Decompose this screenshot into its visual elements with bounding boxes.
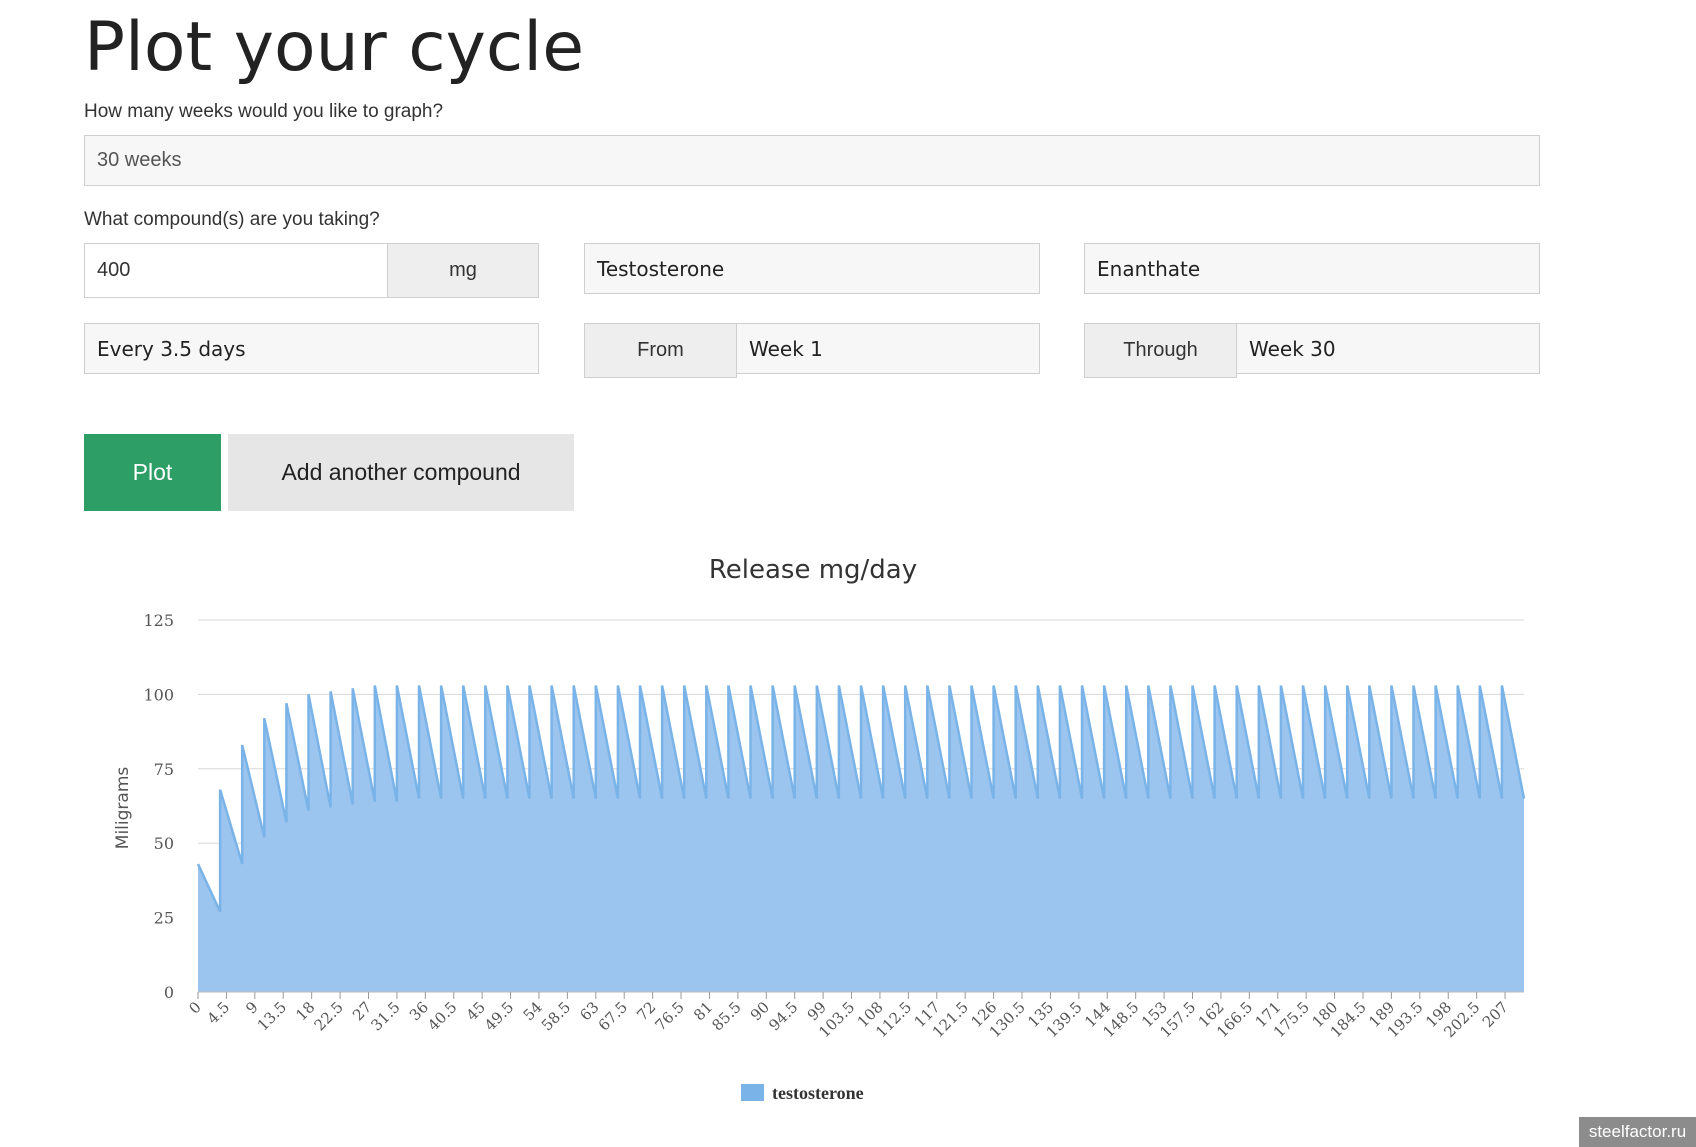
x-tick-label: 76.5 — [652, 998, 688, 1034]
frequency-select[interactable]: Every 3.5 days — [84, 323, 539, 374]
x-tick-label: 207 — [1479, 998, 1512, 1031]
y-tick-label: 125 — [143, 611, 174, 630]
x-tick-label: 0 — [185, 998, 204, 1017]
through-week-select[interactable]: Week 30 — [1236, 323, 1540, 374]
release-chart: Release mg/day Miligrams 0 25 50 75 100 125 0… — [113, 555, 1526, 1103]
y-axis-label: Miligrams — [113, 767, 133, 850]
legend-label[interactable]: testosterone — [772, 1083, 864, 1103]
x-tick-label: 67.5 — [595, 998, 631, 1034]
x-tick-label: 9 — [242, 998, 261, 1017]
compound-question-label: What compound(s) are you taking? — [84, 209, 380, 230]
x-tick-label: 40.5 — [424, 998, 460, 1034]
x-tick-label: 4.5 — [204, 998, 234, 1028]
add-compound-button[interactable]: Add another compound — [228, 434, 574, 511]
legend-swatch[interactable] — [741, 1084, 764, 1101]
ester-select[interactable]: Enanthate — [1084, 243, 1540, 294]
y-tick-label: 25 — [154, 909, 174, 928]
plot-button[interactable]: Plot — [84, 434, 221, 511]
y-tick-label: 50 — [154, 834, 174, 853]
chart-title: Release mg/day — [709, 555, 917, 585]
through-label: Through — [1084, 323, 1237, 378]
weeks-input[interactable]: 30 weeks — [84, 135, 1540, 186]
x-tick-label: 22.5 — [311, 998, 347, 1034]
x-tick-label: 94.5 — [765, 998, 801, 1034]
testosterone-line — [196, 685, 1526, 913]
dose-unit-addon: mg — [387, 243, 539, 298]
y-tick-label: 100 — [143, 685, 174, 704]
page-title: Plot your cycle — [84, 8, 585, 87]
dose-input[interactable]: 400 — [84, 243, 388, 298]
watermark: steelfactor.ru — [1579, 1117, 1696, 1147]
x-tick-label: 13.5 — [254, 998, 290, 1034]
x-tick-label: 49.5 — [481, 998, 517, 1034]
y-tick-label: 0 — [164, 983, 174, 1002]
from-label: From — [584, 323, 737, 378]
x-tick-label: 58.5 — [538, 998, 574, 1034]
x-tick-label: 31.5 — [367, 998, 403, 1034]
x-tick-label: 85.5 — [708, 998, 744, 1034]
from-week-select[interactable]: Week 1 — [736, 323, 1040, 374]
weeks-question-label: How many weeks would you like to graph? — [84, 101, 444, 122]
y-tick-label: 75 — [154, 760, 174, 779]
compound-select[interactable]: Testosterone — [584, 243, 1040, 294]
